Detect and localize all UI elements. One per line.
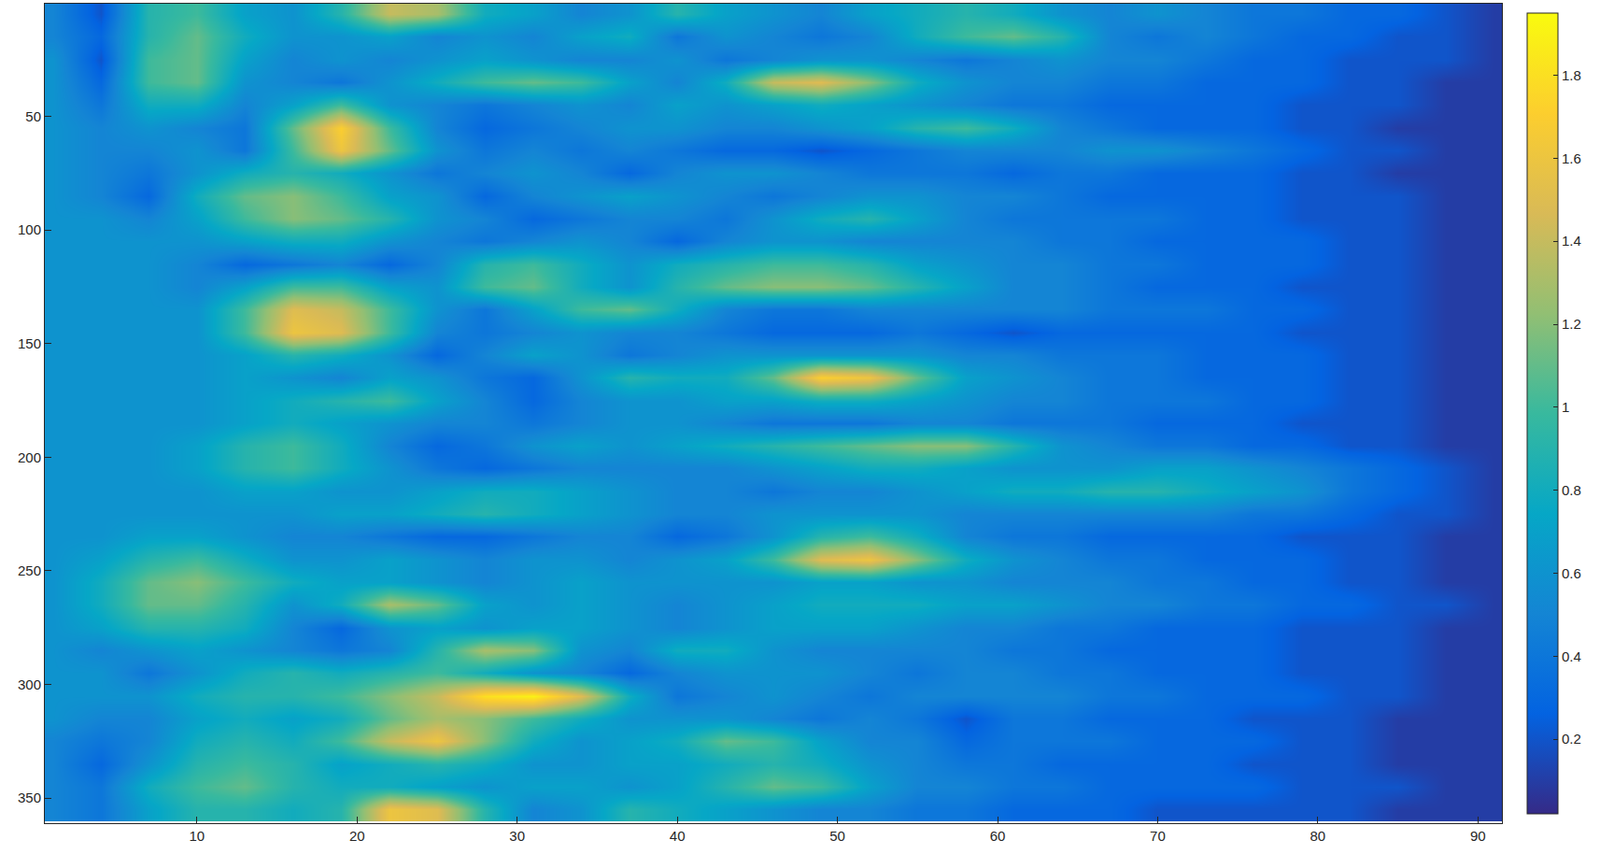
svg-text:200: 200 [17, 449, 42, 466]
svg-text:100: 100 [17, 221, 42, 238]
svg-text:0.2: 0.2 [1561, 730, 1582, 747]
svg-text:0.8: 0.8 [1561, 481, 1582, 498]
svg-text:20: 20 [349, 827, 366, 844]
svg-text:50: 50 [25, 108, 42, 125]
svg-text:250: 250 [17, 562, 42, 579]
svg-text:40: 40 [669, 827, 686, 844]
svg-text:1.8: 1.8 [1561, 67, 1582, 84]
svg-text:1: 1 [1561, 398, 1570, 415]
svg-text:0.6: 0.6 [1561, 565, 1582, 581]
svg-text:10: 10 [189, 827, 206, 844]
svg-text:0.4: 0.4 [1561, 648, 1582, 665]
svg-text:50: 50 [829, 827, 846, 844]
svg-text:1.4: 1.4 [1561, 232, 1582, 249]
svg-text:350: 350 [17, 789, 42, 806]
svg-text:150: 150 [17, 335, 42, 352]
svg-text:80: 80 [1310, 827, 1327, 844]
svg-text:60: 60 [990, 827, 1006, 844]
svg-text:90: 90 [1470, 827, 1487, 844]
svg-text:70: 70 [1149, 827, 1166, 844]
svg-text:1.6: 1.6 [1561, 150, 1582, 167]
svg-text:300: 300 [17, 676, 42, 693]
svg-text:1.2: 1.2 [1561, 315, 1582, 332]
svg-text:30: 30 [509, 827, 525, 844]
